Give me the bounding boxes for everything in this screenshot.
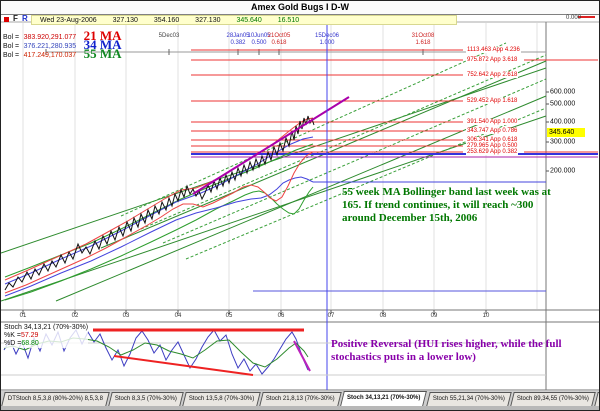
fib-level-label: 279.965 App 0.500 <box>466 143 519 149</box>
positive-reversal-annotation: Positive Reversal (HUI rises higher, whi… <box>331 338 562 363</box>
indicator-value: 383.920,291.077 <box>23 34 77 41</box>
fib-time-label: 28Jan05 0.382 <box>226 33 249 47</box>
year-label: 05 <box>225 313 233 319</box>
bar-date: Wed 23-Aug-2006 <box>40 17 97 24</box>
price-axis-label: 600.000 <box>550 88 576 96</box>
ohlc-databar: Wed 23-Aug-2006 327.130 354.160 327.130 … <box>31 15 457 25</box>
fib-time-date: 28Jan05 <box>226 33 250 39</box>
indicator-row: Bol = 383.920,291.077 21 MA <box>3 26 122 43</box>
fib-time-date: 21Oct05 <box>267 33 291 39</box>
fib-time-label: 31Oct08 1.618 <box>412 33 435 47</box>
indicator-tab-label: Stoch 8,3,5 (70%-30%) <box>114 396 177 402</box>
fib-time-ratio: 1.618 <box>415 40 431 46</box>
fib-level-label: 253.629 App 0.382 <box>466 149 519 155</box>
indicator-value: 417.249,170.037 <box>23 52 77 59</box>
year-label: 10 <box>482 313 490 319</box>
price-axis-label: 400.000 <box>550 118 576 126</box>
bottom-scroll-strip[interactable] <box>1 406 599 410</box>
toolbar-r-button[interactable]: R <box>22 14 28 23</box>
top-right-marker <box>578 16 595 18</box>
ma-period-label: 34 MA <box>83 37 122 52</box>
fib-level-label: 529.452 App 1.618 <box>466 98 519 104</box>
stochastic-k-row: %K =57.29 <box>4 332 88 340</box>
indicator-tab[interactable]: Stoch 8,3,5 (70%-30%) <box>108 392 184 406</box>
fib-time-ratio: 1.000 <box>319 40 335 46</box>
indicator-row: Bol = 417.249,170.037 55 MA <box>3 44 122 61</box>
price-axis-label: 200.000 <box>550 167 576 175</box>
indicator-label: Bol = <box>3 43 20 50</box>
indicator-tab-label: Stoch 55,21,34 (70%-30%) <box>432 396 505 402</box>
indicator-tab[interactable]: Stoch 21,8,13 (70%-30%) <box>259 392 342 406</box>
indicator-tab-label: Stoch 89,34,55 (70%-30%) <box>516 396 589 402</box>
indicator-value: 376.221,280.935 <box>23 43 77 50</box>
bollinger-annotation: 55 week MA Bollinger band last week was … <box>342 186 551 224</box>
indicator-tab[interactable]: DTStoch 8,5,3,8 (80%-20%) 8,5,3,8 <box>1 392 110 406</box>
fib-time-label: 21Oct05 0.618 <box>268 33 291 47</box>
fib-time-label: 10Jun05 0.500 <box>247 33 270 47</box>
year-label: 03 <box>122 313 130 319</box>
k-label: %K = <box>4 332 21 339</box>
year-label: 07 <box>327 313 335 319</box>
d-value: 68.80 <box>21 340 39 347</box>
current-price-tag: 345.640 <box>547 128 585 137</box>
bar-change: 16.510 <box>277 17 300 24</box>
fib-level-label: 975.872 App 3.618 <box>466 57 519 63</box>
ma-period-label: 21 MA <box>83 28 122 43</box>
fib-time-date: 15Dec06 <box>314 33 340 39</box>
indicator-tab-label: DTStoch 8,5,3,8 (80%-20%) 8,5,3,8 <box>7 396 103 402</box>
indicator-label: Bol = <box>3 34 20 41</box>
fib-level-label: 391.540 App 1.000 <box>466 119 519 125</box>
year-label: 08 <box>379 313 387 319</box>
window-title: Amex Gold Bugs I D-W <box>1 1 599 15</box>
fib-time-date: 31Oct08 <box>411 33 435 39</box>
fib-time-ratio: 0.500 <box>251 40 267 46</box>
price-axis-label: 500.000 <box>550 100 576 108</box>
fib-time-label: 15Dec06 1.000 <box>315 33 339 47</box>
indicator-legend: Bol = 383.920,291.077 21 MA Bol = 376.22… <box>3 26 122 61</box>
fib-time-date: 10Jun05 <box>247 33 271 39</box>
bar-close: 345.640 <box>236 17 262 24</box>
indicator-tab[interactable]: Stoch 55,21,34 (70%-30%) <box>425 392 512 406</box>
fib-time-ratio: 0.618 <box>271 40 287 46</box>
fib-level-label: 752.642 App 2.618 <box>466 72 519 78</box>
year-label: 09 <box>430 313 438 319</box>
fib-level-label: 1113.463 App 4.236 <box>466 47 521 53</box>
indicator-tab-label: Stoch 21,8,13 (70%-30%) <box>266 396 336 402</box>
bar-high: 354.160 <box>153 17 180 24</box>
fib-time-ratio: 0.382 <box>230 40 246 46</box>
fib-level-label: 343.747 App 0.786 <box>466 128 519 134</box>
indicator-label: Bol = <box>3 52 20 59</box>
year-label: 02 <box>71 313 79 319</box>
stochastic-title: Stoch 34,13,21 (70%-30%) <box>4 324 89 331</box>
d-label: %D = <box>4 340 22 347</box>
fib-time-label: 5Dec03 <box>159 33 180 40</box>
record-dot-icon <box>4 17 9 22</box>
price-axis-label: 300.000 <box>550 138 576 146</box>
indicator-tab[interactable]: Stoch 89,34,55 (70%-30%) <box>509 392 596 406</box>
fib-level-label: 306.341 App 0.618 <box>466 137 519 143</box>
k-value: 57.29 <box>20 332 39 339</box>
stochastic-d-row: %D =68.80 <box>4 340 88 348</box>
toolbar-f-button[interactable]: F <box>13 14 18 23</box>
fib-time-date: 5Dec03 <box>158 33 180 39</box>
indicator-tab[interactable]: Stoch 34,13,21 (70%-30%) <box>340 391 428 406</box>
year-label: 04 <box>174 313 182 319</box>
indicator-tab-label: Stoch 13,5,8 (70%-30%) <box>188 396 255 402</box>
indicator-tab-bar: DTStoch 8,5,3,8 (80%-20%) 8,5,3,8 Stoch … <box>1 391 599 406</box>
indicator-tab-label: Stoch 34,13,21 (70%-30%) <box>347 395 421 401</box>
bar-low: 327.130 <box>195 17 221 24</box>
indicator-tab[interactable]: Stoch 13,5,8 (70%-30%) <box>182 392 262 406</box>
year-label: 01 <box>19 313 27 319</box>
indicator-row: Bol = 376.221,280.935 34 MA <box>3 35 122 52</box>
bar-open: 327.130 <box>112 17 138 24</box>
scale-top-value: 0.000 <box>566 15 582 21</box>
stochastic-readout: Stoch 34,13,21 (70%-30%) %K =57.29 %D =6… <box>4 324 89 348</box>
ma-period-label: 55 MA <box>83 46 122 61</box>
year-label: 06 <box>277 313 285 319</box>
